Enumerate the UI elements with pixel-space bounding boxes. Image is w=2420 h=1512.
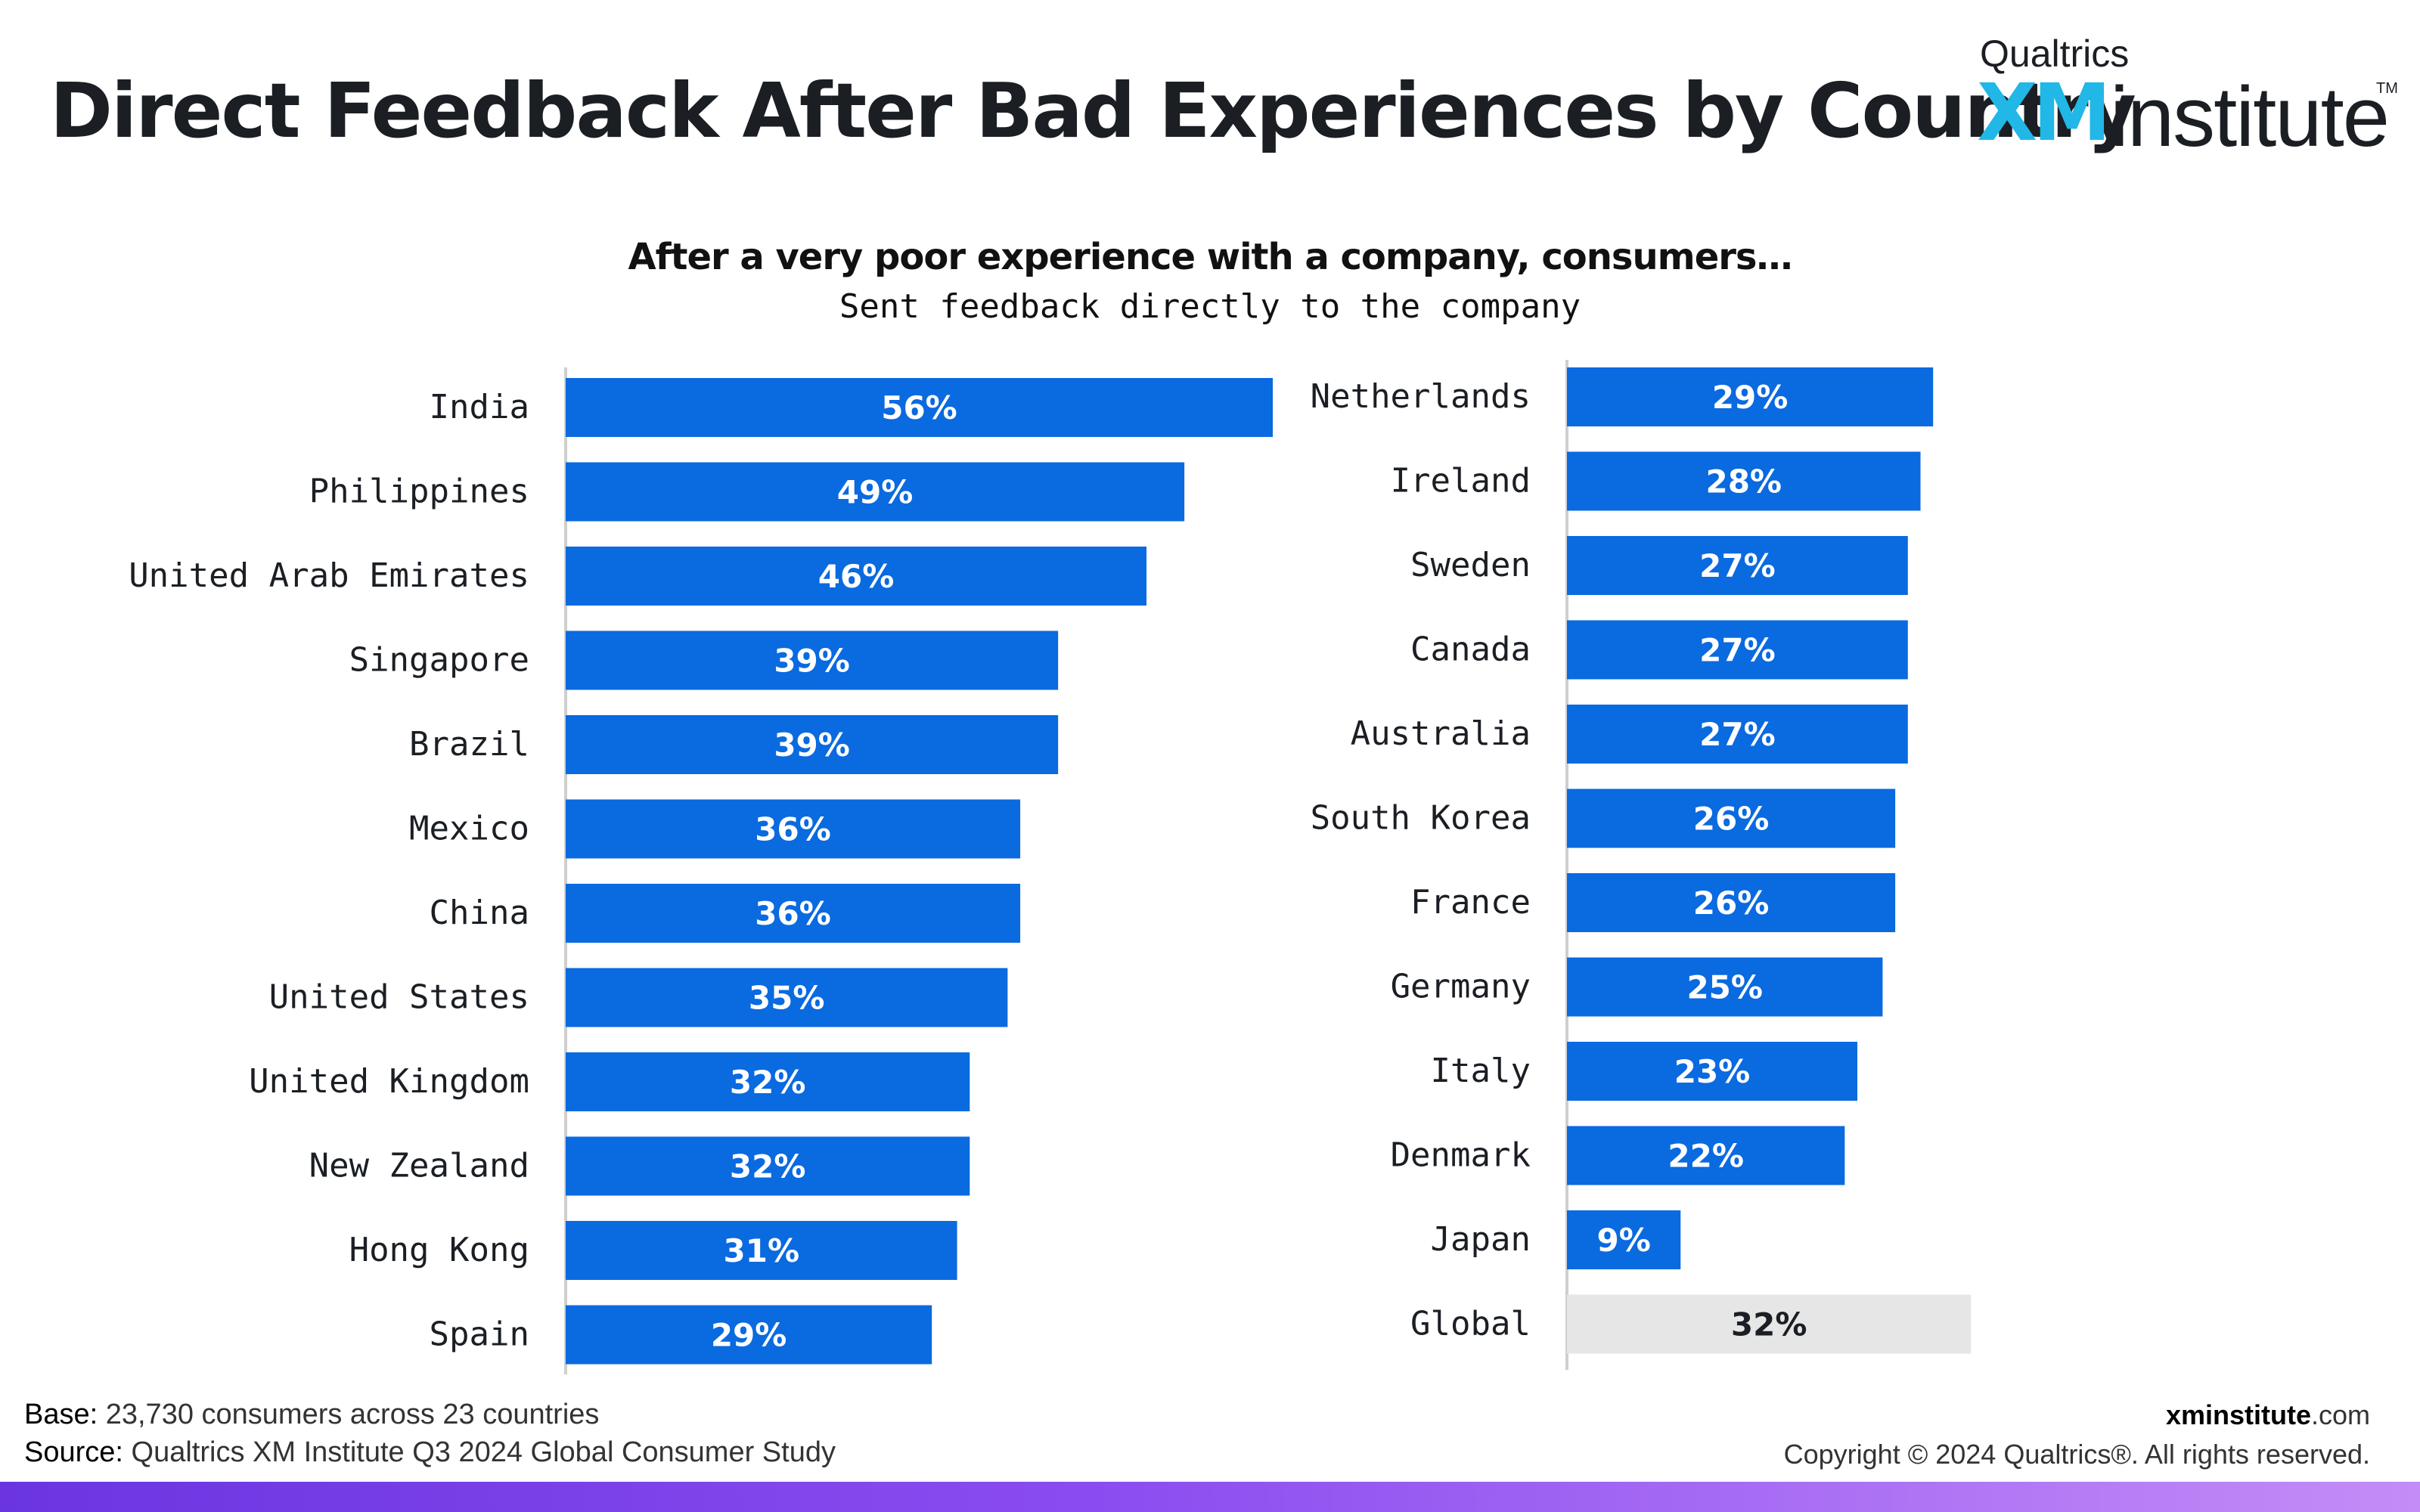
data-label: 31% [724, 1232, 800, 1269]
bar-new-zealand [566, 1136, 970, 1196]
data-label: 36% [755, 811, 831, 848]
bar-ireland [1567, 451, 1921, 511]
data-label: 26% [1693, 885, 1770, 922]
data-label: 46% [818, 558, 895, 595]
site-link[interactable]: xminstitute.com [1784, 1396, 2370, 1435]
category-label: China [430, 894, 529, 932]
data-label: 27% [1699, 547, 1776, 584]
category-label: Singapore [349, 641, 529, 680]
bar-spain [566, 1305, 932, 1365]
chart-title: After a very poor experience with a comp… [628, 236, 1793, 278]
category-label: Spain [430, 1315, 529, 1354]
bar-united-states [566, 968, 1008, 1027]
bar-hong-kong [566, 1221, 957, 1280]
footer-notes: Base: 23,730 consumers across 23 countri… [24, 1396, 836, 1471]
data-label: 56% [881, 389, 957, 426]
chart-subtitle: Sent feedback directly to the company [839, 287, 1581, 326]
base-label: Base: [24, 1399, 98, 1430]
bar-sweden [1567, 536, 1908, 595]
bar-singapore [566, 631, 1059, 690]
footer-right: xminstitute.com Copyright © 2024 Qualtri… [1784, 1396, 2370, 1474]
data-label: 26% [1693, 801, 1770, 838]
data-label: 25% [1686, 969, 1763, 1006]
bar-philippines [566, 462, 1185, 522]
category-label: Denmark [1391, 1136, 1531, 1175]
bar-mexico [566, 799, 1021, 859]
bar-netherlands [1567, 367, 1934, 426]
bar-united-arab-emirates [566, 547, 1147, 606]
data-label: 32% [730, 1148, 806, 1185]
category-label: Sweden [1410, 546, 1531, 584]
bar-japan [1567, 1210, 1681, 1269]
category-label: Japan [1431, 1220, 1531, 1259]
bar-global [1567, 1294, 1972, 1354]
bar-australia [1567, 705, 1908, 764]
site-domain: .com [2310, 1399, 2370, 1430]
bar-italy [1567, 1042, 1858, 1101]
source-label: Source: [24, 1436, 123, 1468]
data-label: 32% [730, 1064, 806, 1101]
base-text: 23,730 consumers across 23 countries [105, 1399, 600, 1430]
category-label: Philippines [309, 472, 529, 511]
data-label: 29% [711, 1317, 787, 1354]
data-label: 39% [774, 727, 850, 764]
data-label: 39% [774, 643, 850, 680]
page-title: Direct Feedback After Bad Experiences by… [50, 67, 2136, 155]
category-label: United Arab Emirates [129, 556, 529, 595]
data-label: 27% [1699, 632, 1776, 669]
data-label: 9% [1596, 1222, 1650, 1259]
category-label: United Kingdom [249, 1062, 529, 1101]
data-label: 36% [755, 895, 831, 932]
xm-institute-logo: Qualtrics XM institute TM [1977, 29, 2400, 164]
bar-south-korea [1567, 789, 1896, 848]
category-label: France [1410, 883, 1531, 922]
data-label: 49% [837, 474, 914, 511]
category-label: Netherlands [1311, 377, 1531, 416]
category-label: Hong Kong [349, 1231, 529, 1269]
logo-company: Qualtrics [1980, 33, 2130, 75]
data-label: 27% [1699, 716, 1776, 753]
category-label: India [430, 388, 529, 426]
category-label: Germany [1391, 968, 1531, 1006]
logo-xm: XM [1977, 67, 2111, 159]
bar-india [566, 378, 1273, 437]
bar-brazil [566, 715, 1059, 774]
copyright: Copyright © 2024 Qualtrics®. All rights … [1783, 1439, 2370, 1470]
data-label: 35% [749, 980, 825, 1017]
category-label: United States [269, 978, 529, 1017]
source-text: Qualtrics XM Institute Q3 2024 Global Co… [131, 1436, 836, 1468]
data-label: 23% [1674, 1053, 1751, 1090]
category-label: Global [1410, 1305, 1531, 1343]
category-label: New Zealand [309, 1147, 529, 1185]
bar-united-kingdom [566, 1052, 970, 1111]
base-note: Base: 23,730 consumers across 23 countri… [24, 1396, 836, 1433]
category-label: Italy [1431, 1052, 1531, 1090]
bar-canada [1567, 620, 1908, 680]
bar-germany [1567, 957, 1883, 1017]
data-label: 22% [1668, 1138, 1744, 1175]
bar-france [1567, 873, 1896, 932]
data-label: 32% [1731, 1306, 1807, 1343]
category-label: Australia [1351, 714, 1531, 753]
category-label: Ireland [1391, 462, 1531, 500]
bar-denmark [1567, 1126, 1845, 1185]
data-label: 28% [1705, 463, 1782, 500]
logo-trademark: TM [2376, 80, 2398, 97]
category-label: Brazil [409, 725, 529, 764]
category-label: Canada [1410, 631, 1531, 669]
category-label: Mexico [409, 810, 529, 848]
bar-china [566, 884, 1021, 943]
category-label: South Korea [1311, 799, 1531, 838]
bar-chart: India 56% Philippines 49% United Arab Emirat… [129, 360, 1972, 1374]
source-note: Source: Qualtrics XM Institute Q3 2024 G… [24, 1433, 836, 1471]
gradient-footer-bar [0, 1482, 2420, 1512]
data-label: 29% [1712, 379, 1789, 416]
site-name: xminstitute [2165, 1399, 2311, 1430]
logo-institute: institute [2110, 70, 2390, 164]
